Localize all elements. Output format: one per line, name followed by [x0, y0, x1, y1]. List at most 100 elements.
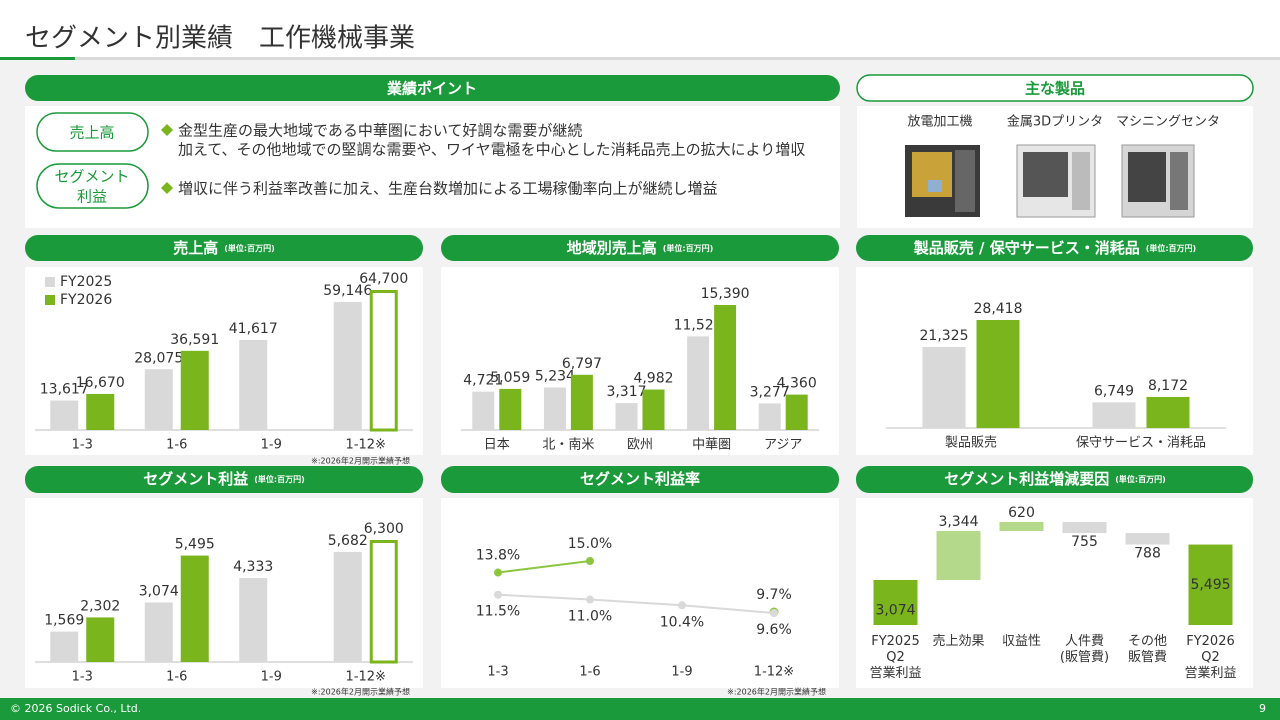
x-tick-label-line: 収益性 — [1002, 634, 1041, 649]
point — [494, 590, 502, 599]
legend-swatch — [45, 277, 55, 287]
value-label: 5,059 — [490, 370, 530, 386]
chart-pill — [441, 466, 839, 493]
bar — [873, 580, 918, 625]
point-label-pill — [36, 112, 149, 152]
product-image — [1016, 144, 1096, 218]
value-label: 4,360 — [777, 376, 817, 392]
bar — [239, 578, 268, 662]
chart-title: セグメント利益増減要因 (単位:百万円) — [944, 470, 1166, 488]
value-label: 16,670 — [76, 375, 125, 391]
chart-pill — [856, 466, 1253, 493]
value-label: 28,418 — [974, 301, 1023, 317]
value-label: 6,300 — [364, 521, 404, 537]
x-tick-label-line: その他 — [1128, 634, 1167, 649]
product-name: 放電加工機 — [907, 115, 972, 130]
legend-swatch — [45, 295, 55, 305]
panel — [441, 498, 839, 688]
bar — [785, 394, 808, 430]
unit-label: (単位:百万円) — [254, 474, 305, 484]
chart-pill — [441, 235, 839, 261]
chart-title-text: 地域別売上高 — [567, 239, 657, 257]
chart-pill — [25, 235, 423, 261]
bar — [180, 350, 209, 430]
x-tick-label-line: 営業利益 — [1184, 665, 1236, 681]
x-tick-label: 1-3 — [487, 665, 508, 680]
value-label: 5,495 — [175, 537, 215, 553]
chart-title: セグメント利益率 — [580, 470, 700, 488]
header-accent — [0, 57, 75, 60]
chart-pill — [25, 466, 423, 493]
bar — [922, 346, 966, 428]
header-rule — [0, 57, 1280, 60]
value-label: 1,569 — [44, 613, 84, 629]
value-label: 2,302 — [80, 598, 120, 614]
value-label: 3,277 — [750, 384, 790, 400]
value-label: 755 — [1071, 534, 1098, 550]
x-tick-label: 1-3 — [72, 438, 93, 453]
chart-pill — [856, 235, 1253, 261]
x-tick-label: 1-6 — [579, 665, 600, 680]
value-label: 11.5% — [476, 604, 520, 620]
bar — [936, 531, 981, 580]
unit-label: (単位:百万円) — [663, 243, 714, 253]
value-label: 4,333 — [233, 559, 273, 575]
bar — [50, 631, 79, 662]
x-tick-label: 1-12※ — [346, 670, 386, 685]
bar — [333, 551, 362, 662]
x-tick-label: FY2026 Q2 営業利益 — [1184, 634, 1236, 681]
panel — [856, 498, 1253, 688]
footnote: ※:2026年2月開示業績予想 — [311, 456, 410, 466]
unit-label: (単位:百万円) — [224, 243, 275, 253]
value-label: 6,749 — [1094, 383, 1134, 399]
bar — [369, 290, 398, 432]
bar — [333, 302, 362, 430]
chart-title: セグメント利益 (単位:百万円) — [143, 470, 305, 488]
value-label: 5,234 — [535, 368, 575, 384]
x-tick-label: 中華圏 — [692, 438, 731, 453]
chart-title-text: 売上高 — [173, 239, 218, 257]
x-tick-label: アジア — [764, 438, 802, 453]
product-image — [905, 145, 980, 217]
bar — [86, 617, 115, 662]
value-label: 3,074 — [139, 583, 179, 599]
bar — [999, 521, 1044, 532]
product-name: 金属3Dプリンタ — [1007, 114, 1103, 130]
chart-title-text: セグメント利益増減要因 — [944, 470, 1109, 488]
page-title: セグメント別業績 工作機械事業 — [25, 24, 415, 54]
footnote: ※:2026年2月開示業績予想 — [311, 687, 410, 697]
bullet — [161, 124, 173, 136]
bar — [499, 388, 522, 430]
x-tick-label: 1-6 — [166, 438, 187, 453]
section-title: 業績ポイント — [386, 80, 477, 98]
bar — [144, 369, 173, 430]
value-label: 5,682 — [328, 533, 368, 549]
chart-title-text: セグメント利益 — [143, 470, 248, 488]
point-text: 増収に伴う利益率改善に加え、生産台数増加による工場稼働率向上が継続し増益 — [178, 180, 718, 198]
footnote: ※:2026年2月開示業績予想 — [727, 687, 826, 697]
x-tick-label: 1-9 — [261, 670, 282, 685]
product-name: マシニングセンタ — [1116, 115, 1220, 130]
bar — [1062, 521, 1107, 534]
section-pill — [25, 75, 840, 101]
x-tick-label-line: FY2026 — [1186, 634, 1235, 649]
page-number: 9 — [1259, 702, 1266, 715]
section-pill — [856, 74, 1254, 102]
value-label: 3,317 — [606, 384, 646, 400]
value-label: 64,700 — [359, 271, 408, 287]
point — [678, 601, 686, 610]
value-label: 4,721 — [463, 373, 503, 389]
footer-band — [0, 698, 1280, 720]
value-label: 8,172 — [1148, 378, 1188, 394]
value-label: 15,390 — [701, 286, 750, 302]
bar — [758, 403, 781, 430]
value-label: 3,344 — [938, 514, 978, 530]
bar — [239, 339, 268, 430]
value-label: 28,075 — [134, 350, 183, 366]
bar — [642, 389, 665, 430]
bar — [1188, 544, 1233, 625]
x-tick-label-line: 人件費 — [1065, 634, 1104, 649]
section-title: 主な製品 — [1025, 80, 1085, 98]
point-label-pill — [36, 163, 149, 209]
